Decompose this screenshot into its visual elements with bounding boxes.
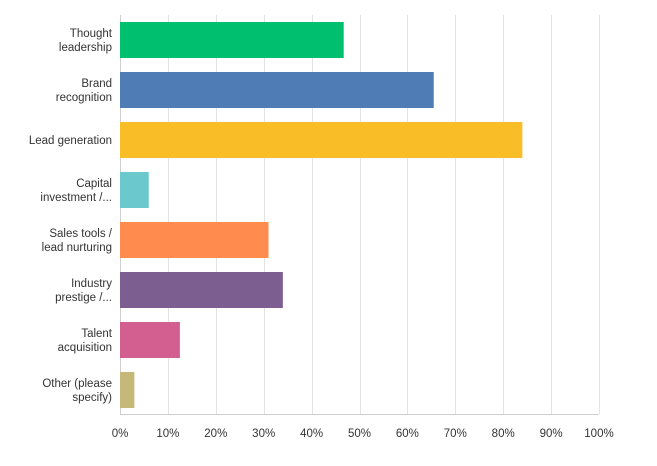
bar xyxy=(120,222,269,258)
x-tick-label: 70% xyxy=(444,428,467,440)
category-label: Lead generation xyxy=(29,135,112,147)
x-tick-label: 40% xyxy=(300,428,323,440)
x-axis-tick-labels: 0% 10% 20% 30% 40% 50% 60% 70% 80% 90% 100% xyxy=(112,428,614,440)
x-tick-label: 10% xyxy=(156,428,179,440)
x-tick-label: 100% xyxy=(584,428,613,440)
category-label: acquisition xyxy=(58,342,112,354)
category-label: Capital xyxy=(76,178,112,190)
x-tick-label: 90% xyxy=(540,428,563,440)
category-label: investment /... xyxy=(40,192,112,204)
bar xyxy=(120,372,135,408)
x-tick-label: 60% xyxy=(396,428,419,440)
category-label: Brand xyxy=(81,78,112,90)
category-label: Industry xyxy=(71,278,112,290)
x-tick-label: 50% xyxy=(348,428,371,440)
x-tick-label: 0% xyxy=(112,428,129,440)
bar xyxy=(120,122,523,158)
category-label: lead nurturing xyxy=(42,242,112,254)
x-tick-label: 20% xyxy=(204,428,227,440)
bar xyxy=(120,172,149,208)
category-label: Thought xyxy=(70,28,113,40)
category-label: prestige /... xyxy=(55,292,112,304)
bar xyxy=(120,322,180,358)
x-tick-label: 30% xyxy=(252,428,275,440)
category-label: Talent xyxy=(81,328,112,340)
x-tick-label: 80% xyxy=(492,428,515,440)
category-label: Other (please xyxy=(42,378,112,390)
bar xyxy=(120,22,344,58)
bar xyxy=(120,272,283,308)
category-label: recognition xyxy=(56,92,112,104)
bars xyxy=(120,22,523,408)
category-label: specify) xyxy=(72,392,112,404)
category-label: leadership xyxy=(59,42,112,54)
category-label: Sales tools / xyxy=(49,228,112,240)
category-labels: Thought leadership Brand recognition Lead ge… xyxy=(29,28,113,404)
bar xyxy=(120,72,434,108)
